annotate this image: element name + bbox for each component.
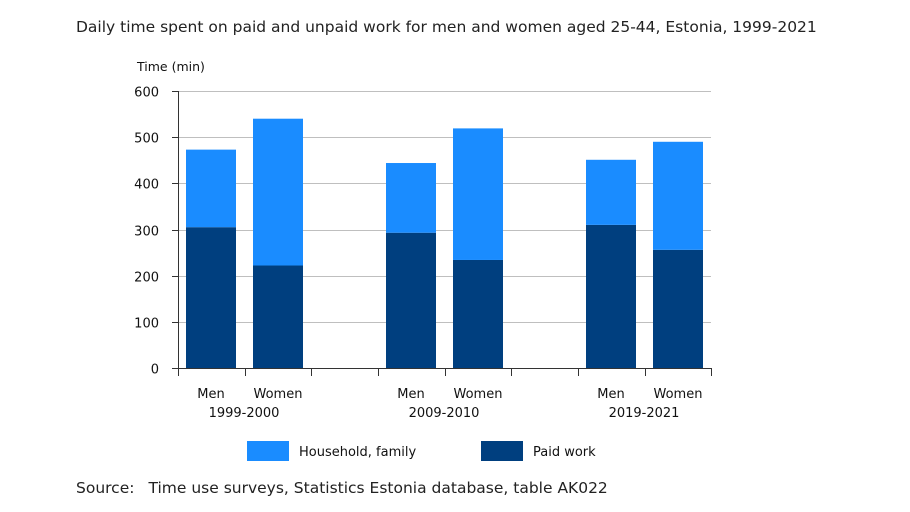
bar-paid-work <box>586 224 636 368</box>
y-tick-label: 200 <box>134 271 159 286</box>
bar-paid-work <box>186 227 236 368</box>
y-tick-label: 100 <box>134 317 159 332</box>
y-tick-label: 500 <box>134 132 159 147</box>
bar-household-family <box>186 149 236 228</box>
bar-paid-work <box>386 232 436 368</box>
y-tick-label: 0 <box>151 363 159 378</box>
legend-label-household: Household, family <box>299 445 416 460</box>
x-category-label: Women <box>254 387 303 402</box>
chart-title: Daily time spent on paid and unpaid work… <box>76 18 817 36</box>
bar-household-family <box>586 159 636 225</box>
bar-household-family <box>453 128 503 260</box>
x-category-label: Men <box>397 387 424 402</box>
bar-paid-work <box>653 249 703 368</box>
x-group-label: 2009-2010 <box>409 406 480 421</box>
bar-paid-work <box>453 259 503 368</box>
source-note: Source: Time use surveys, Statistics Esto… <box>76 479 608 497</box>
bar-paid-work <box>253 265 303 368</box>
x-group-label: 2019-2021 <box>609 406 680 421</box>
legend-label-paid-work: Paid work <box>533 445 596 460</box>
bar-household-family <box>653 141 703 250</box>
y-axis-label: Time (min) <box>136 59 205 74</box>
bar-household-family <box>253 118 303 266</box>
x-category-label: Men <box>597 387 624 402</box>
y-tick-label: 400 <box>134 178 159 193</box>
x-category-label: Men <box>197 387 224 402</box>
x-category-label: Women <box>454 387 503 402</box>
legend-swatch-paid-work <box>481 441 523 461</box>
bar-household-family <box>386 163 436 233</box>
source-label: Source: <box>76 479 135 497</box>
x-category-label: Women <box>654 387 703 402</box>
source-text: Time use surveys, Statistics Estonia dat… <box>148 479 608 497</box>
x-group-label: 1999-2000 <box>209 406 280 421</box>
legend-swatch-household <box>247 441 289 461</box>
y-tick-label: 600 <box>134 86 159 101</box>
y-tick-label: 300 <box>134 225 159 240</box>
